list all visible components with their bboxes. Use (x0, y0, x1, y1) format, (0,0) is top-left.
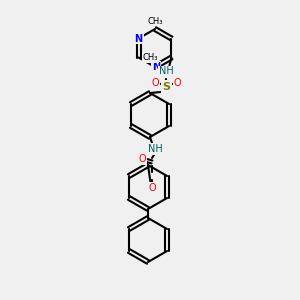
Text: O: O (174, 79, 181, 88)
Text: NH: NH (148, 144, 162, 154)
Text: CH₃: CH₃ (143, 53, 158, 62)
Text: O: O (138, 154, 146, 164)
Text: CH₃: CH₃ (147, 16, 163, 26)
Text: O: O (148, 183, 156, 193)
Text: N: N (152, 62, 160, 72)
Text: N: N (134, 34, 142, 44)
Text: S: S (163, 82, 170, 92)
Text: O: O (152, 79, 159, 88)
Text: NH: NH (159, 67, 174, 76)
